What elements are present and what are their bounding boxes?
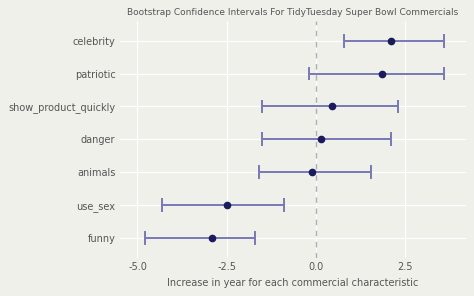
X-axis label: Increase in year for each commercial characteristic: Increase in year for each commercial cha… [167, 278, 419, 288]
Title: Bootstrap Confidence Intervals For TidyTuesday Super Bowl Commercials: Bootstrap Confidence Intervals For TidyT… [127, 8, 458, 17]
